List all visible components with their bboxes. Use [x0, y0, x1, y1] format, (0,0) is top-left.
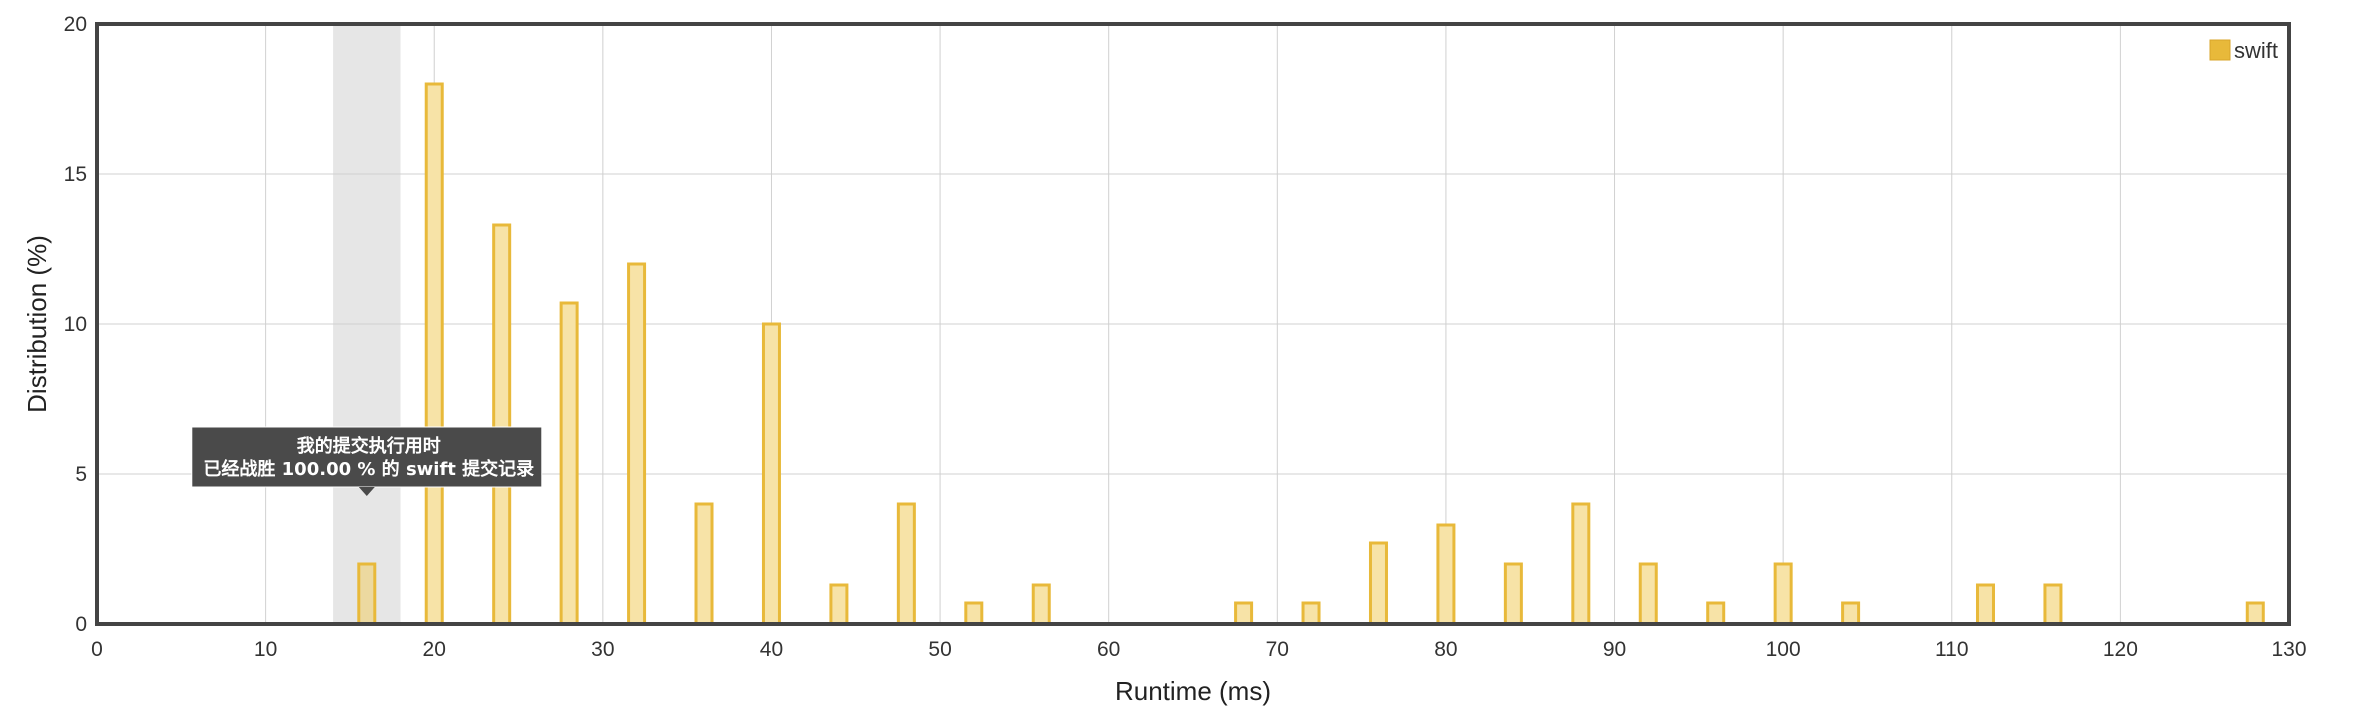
bar[interactable]	[1436, 523, 1456, 626]
x-tick-label: 30	[591, 638, 614, 661]
bar[interactable]	[1975, 583, 1995, 626]
x-tick-labels: 0 10 20 30 40 50 60 70 80 90 100 110 120 130	[91, 638, 2306, 661]
x-tick-label: 80	[1434, 638, 1457, 661]
bar[interactable]	[1706, 601, 1726, 626]
x-tick-label: 60	[1097, 638, 1120, 661]
tooltip-line-2: 已经战胜 100.00 % 的 swift 提交记录	[203, 458, 534, 480]
y-tick-label: 0	[75, 613, 87, 636]
bar[interactable]	[761, 322, 781, 626]
x-tick-label: 40	[760, 638, 783, 661]
bars-layer	[357, 82, 2265, 626]
x-tick-label: 50	[928, 638, 951, 661]
x-tick-label: 130	[2271, 638, 2306, 661]
x-tick-label: 0	[91, 638, 103, 661]
bar[interactable]	[2043, 583, 2063, 626]
bar[interactable]	[1841, 601, 1861, 626]
bar[interactable]	[1571, 502, 1591, 626]
x-axis-title: Runtime (ms)	[1115, 676, 1271, 706]
y-tick-label: 10	[64, 313, 87, 336]
bar[interactable]	[559, 301, 579, 626]
x-tick-label: 100	[1766, 638, 1801, 661]
bar[interactable]	[1638, 562, 1658, 626]
y-axis-title: Distribution (%)	[22, 235, 52, 413]
plot-frame	[95, 22, 2291, 626]
y-tick-labels: 0 5 10 15 20	[64, 13, 87, 636]
tooltip: 我的提交执行用时 已经战胜 100.00 % 的 swift 提交记录	[191, 426, 543, 496]
x-tick-label: 20	[423, 638, 446, 661]
bar[interactable]	[1234, 601, 1254, 626]
legend[interactable]: swift	[2209, 38, 2278, 63]
y-tick-label: 5	[75, 463, 87, 486]
bar[interactable]	[1773, 562, 1793, 626]
bar[interactable]	[627, 262, 647, 626]
bar[interactable]	[1368, 541, 1388, 626]
x-tick-label: 90	[1603, 638, 1626, 661]
bar[interactable]	[964, 601, 984, 626]
bar[interactable]	[1301, 601, 1321, 626]
bar[interactable]	[829, 583, 849, 626]
bar[interactable]	[896, 502, 916, 626]
bar[interactable]	[492, 223, 512, 626]
legend-label-swift: swift	[2234, 38, 2278, 63]
bar[interactable]	[1031, 583, 1051, 626]
bar[interactable]	[357, 562, 377, 626]
legend-swatch-swift	[2209, 39, 2231, 61]
x-tick-label: 70	[1266, 638, 1289, 661]
y-tick-label: 20	[64, 13, 87, 36]
y-tick-label: 15	[64, 163, 87, 186]
tooltip-background	[191, 426, 543, 488]
x-tick-label: 10	[254, 638, 277, 661]
bar[interactable]	[2245, 601, 2265, 626]
tooltip-pointer	[358, 487, 375, 496]
tooltip-line-1: 我的提交执行用时	[297, 435, 441, 457]
x-tick-label: 110	[1935, 638, 1968, 661]
bar[interactable]	[694, 502, 714, 626]
x-tick-label: 120	[2103, 638, 2138, 661]
bar[interactable]	[1503, 562, 1523, 626]
bar[interactable]	[424, 82, 444, 626]
